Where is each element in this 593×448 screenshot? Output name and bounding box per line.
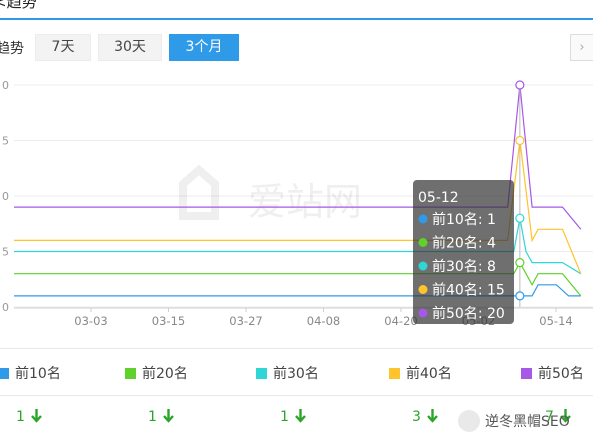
x-tick-label: 05-14 — [539, 314, 572, 328]
value-top40: 3 — [412, 409, 438, 427]
value-top10: 1 — [16, 409, 42, 427]
down-arrow-icon — [295, 409, 306, 427]
range-7d-button[interactable]: 7天 — [35, 34, 91, 61]
y-tick-label: 0 — [2, 79, 9, 92]
legend-item-top30[interactable]: 前30名 — [256, 363, 319, 382]
tooltip-item: 前10名: 1 — [432, 211, 496, 228]
tooltip-box — [413, 180, 514, 324]
range-label: 趋势 — [0, 41, 24, 57]
x-tick-label: 03-15 — [152, 314, 185, 328]
section-title: <趋势 — [0, 0, 37, 11]
watermark-logo-text: 爱站网 — [248, 180, 362, 224]
wechat-avatar-icon — [458, 410, 480, 432]
hover-point — [515, 135, 525, 146]
tooltip-item: 前50名: 20 — [432, 305, 505, 322]
y-tick-label: 5 — [2, 246, 9, 259]
value-top50: 7 — [545, 409, 571, 427]
legend-item-top40[interactable]: 前40名 — [389, 363, 452, 382]
range-3m-button[interactable]: 3个月 — [169, 34, 239, 61]
hover-point — [515, 213, 525, 223]
series-line-3 — [14, 218, 582, 275]
legend-item-top50[interactable]: 前50名 — [521, 363, 584, 382]
y-tick-label: 0 — [2, 301, 9, 314]
legend-swatch — [0, 368, 9, 379]
tooltip-swatch — [418, 308, 428, 318]
value-top30: 1 — [280, 409, 306, 427]
legend-swatch — [389, 368, 400, 379]
tooltip-swatch — [418, 285, 428, 294]
x-tick-label: 03-03 — [74, 314, 107, 328]
series-line-2 — [14, 261, 582, 297]
legend-swatch — [125, 368, 136, 379]
down-arrow-icon — [427, 409, 438, 427]
legend-item-top10[interactable]: 前10名 — [0, 363, 61, 382]
tooltip-swatch — [418, 238, 428, 247]
tooltip-item: 前20名: 4 — [432, 235, 496, 252]
x-tick-label: 04-20 — [384, 314, 417, 328]
tooltip-swatch — [418, 214, 428, 224]
hover-point — [515, 258, 525, 268]
tooltip-swatch — [418, 261, 428, 271]
summary-values-row: 1 1 1 3 7 — [0, 398, 593, 444]
hover-point — [515, 291, 525, 301]
legend-item-top20[interactable]: 前20名 — [125, 363, 188, 382]
legend-swatch — [256, 368, 267, 379]
top-bar: <趋势 — [0, 0, 593, 20]
range-selector: 趋势 7天 30天 3个月 › — [0, 33, 593, 61]
range-30d-button[interactable]: 30天 — [98, 34, 162, 61]
y-tick-label: 5 — [2, 135, 9, 148]
legend-swatch — [521, 368, 532, 379]
down-arrow-icon — [31, 409, 42, 427]
x-tick-label: 03-27 — [229, 314, 262, 328]
tooltip-item: 前30名: 8 — [432, 258, 496, 275]
watermark-logo: 爱站网 — [179, 164, 362, 224]
value-top20: 1 — [148, 409, 174, 427]
y-tick-label: 0 — [2, 190, 9, 203]
x-tick-label: 04-08 — [307, 314, 340, 328]
tooltip-date: 05-12 — [418, 190, 459, 206]
chart-legend: 前10名 前20名 前30名 前40名 前50名 — [0, 348, 593, 396]
tooltip-item: 前40名: 15 — [432, 282, 505, 299]
hover-point — [515, 80, 525, 90]
down-arrow-icon — [560, 409, 571, 427]
next-page-button[interactable]: › — [570, 34, 593, 61]
account-watermark: 逆冬黑帽SEO — [458, 410, 570, 432]
down-arrow-icon — [163, 409, 174, 427]
